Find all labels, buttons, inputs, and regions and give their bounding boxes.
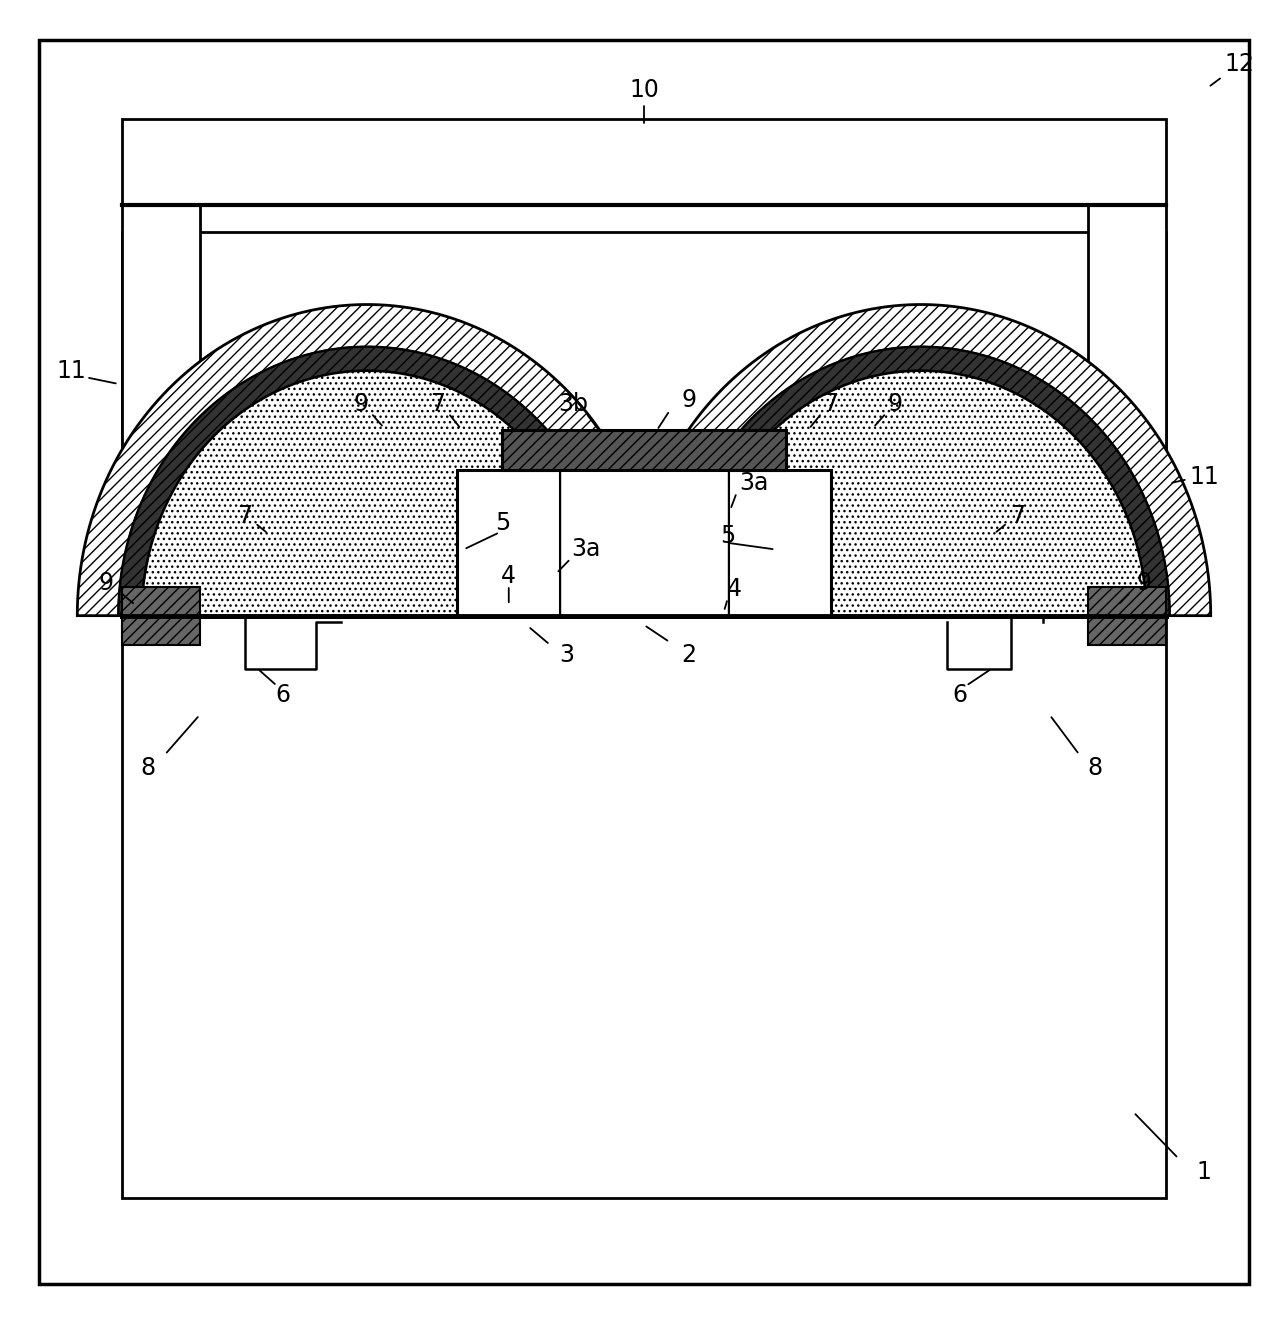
- Text: 3b: 3b: [558, 392, 589, 416]
- Text: 9: 9: [353, 392, 368, 416]
- Bar: [560, 470, 728, 616]
- Polygon shape: [672, 347, 1170, 616]
- Text: 11: 11: [55, 359, 86, 383]
- Text: 7: 7: [1010, 504, 1025, 528]
- Bar: [728, 470, 831, 616]
- Text: 9: 9: [1136, 571, 1151, 594]
- Polygon shape: [696, 371, 1146, 616]
- Text: 7: 7: [430, 392, 446, 416]
- Text: 3a: 3a: [739, 471, 768, 495]
- Text: 3: 3: [559, 643, 574, 667]
- Text: 5: 5: [495, 511, 510, 535]
- Bar: [457, 470, 560, 616]
- Polygon shape: [142, 371, 592, 616]
- Text: 9: 9: [681, 388, 697, 412]
- Text: 6: 6: [276, 683, 291, 707]
- Text: 3a: 3a: [572, 538, 600, 561]
- Text: 2: 2: [681, 643, 697, 667]
- Text: 10: 10: [629, 78, 659, 102]
- Text: 1: 1: [1197, 1160, 1212, 1184]
- Bar: [1088, 205, 1166, 616]
- Bar: [122, 119, 1166, 205]
- Bar: [1088, 587, 1166, 645]
- Text: 9: 9: [887, 392, 903, 416]
- Polygon shape: [77, 305, 657, 616]
- Text: 5: 5: [720, 524, 735, 548]
- Bar: [502, 430, 786, 470]
- Bar: [122, 232, 1166, 1198]
- Text: 4: 4: [501, 564, 516, 588]
- Text: 4: 4: [726, 577, 742, 601]
- Text: 7: 7: [823, 392, 838, 416]
- Bar: [122, 205, 200, 616]
- Text: 9: 9: [98, 571, 113, 594]
- Polygon shape: [118, 347, 616, 616]
- Text: 11: 11: [1189, 465, 1220, 489]
- Text: 12: 12: [1224, 52, 1255, 75]
- Text: 6: 6: [952, 683, 967, 707]
- Text: 8: 8: [140, 756, 156, 780]
- Polygon shape: [631, 305, 1211, 616]
- Bar: [122, 587, 200, 645]
- Text: 7: 7: [237, 504, 252, 528]
- Text: 8: 8: [1087, 756, 1103, 780]
